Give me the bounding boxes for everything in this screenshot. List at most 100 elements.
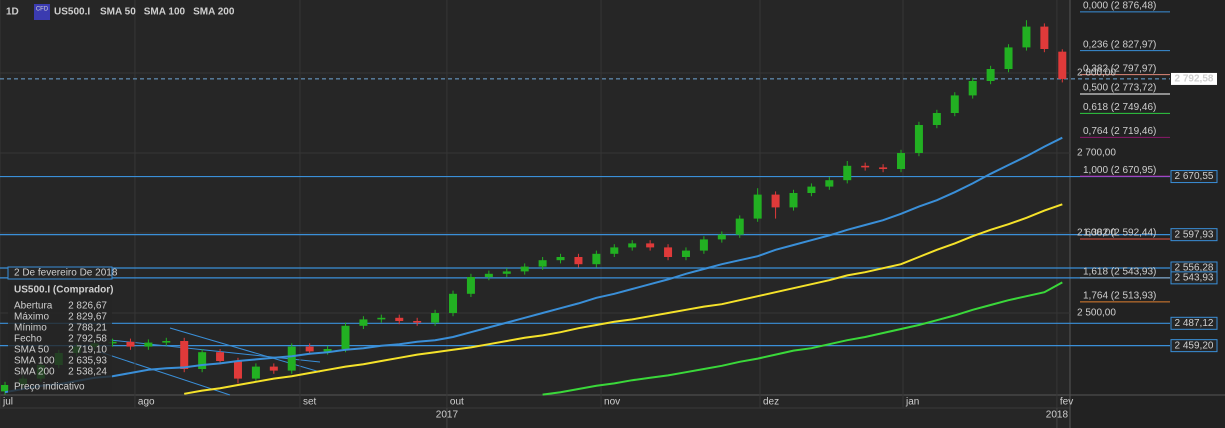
candle-body — [753, 194, 762, 219]
candle-body — [108, 341, 117, 344]
price-tag — [1170, 228, 1218, 242]
candle-body — [1, 385, 10, 392]
candle-body — [538, 260, 547, 267]
fib-label: 0,764 (2 719,46) — [1083, 126, 1156, 137]
info-title: US500.I (Comprador) — [14, 285, 113, 296]
candle-body — [251, 366, 260, 379]
info-row-label: SMA 50 — [14, 345, 49, 356]
candle-body — [914, 125, 923, 153]
candle-body — [986, 69, 995, 81]
info-row-label: Mínimo — [14, 323, 47, 334]
info-row-value: 2 792,58 — [68, 334, 107, 345]
badge-icon — [34, 4, 50, 20]
candle-body — [395, 317, 404, 321]
price-tag-label: 2 459,20 — [1175, 340, 1214, 351]
candle-body — [628, 243, 637, 248]
moving-averages — [4, 136, 1063, 396]
candle-body — [879, 167, 888, 169]
fib-label: 1,382 (2 592,44) — [1083, 228, 1156, 239]
candle-body — [162, 341, 171, 343]
candle-body — [269, 366, 278, 371]
candle-body — [1058, 51, 1067, 79]
candle-body — [646, 243, 655, 248]
candle-body — [1022, 26, 1031, 48]
candle-body — [216, 352, 225, 361]
candle-body — [144, 342, 153, 347]
candle-body — [681, 250, 690, 257]
year-label: 2018 — [1046, 410, 1069, 421]
info-date: 2 De fevereiro De 2018 — [14, 268, 118, 279]
year-label: 2017 — [436, 410, 459, 421]
date-box — [7, 266, 113, 280]
y-tick-label: 2 500,00 — [1077, 308, 1116, 319]
right-axis-area — [1070, 0, 1225, 428]
price-tag-label: 2 543,93 — [1175, 272, 1214, 283]
fib-label: 1,618 (2 543,93) — [1083, 266, 1156, 277]
current-price-tag — [1171, 72, 1217, 85]
candle-body — [341, 325, 350, 349]
y-tick-label: 2 700,00 — [1077, 148, 1116, 159]
price-lines: 0,000 (2 876,48) 0,236 (2 827,97) 0,382 (2… — [0, 0, 1170, 347]
y-tick-label: 2 800,00 — [1077, 68, 1116, 79]
x-tick-label: out — [450, 397, 464, 408]
legend-entry: SMA 200 — [193, 7, 235, 18]
info-panel: 2 De fevereiro De 2018 US500.I (Comprador… — [7, 266, 118, 394]
price-tag-label: 2 670,55 — [1175, 171, 1214, 182]
candle-body — [897, 153, 906, 169]
info-row-label: Abertura — [14, 301, 53, 312]
info-row-value: 2 635,93 — [68, 356, 107, 367]
sma-line — [184, 203, 1063, 395]
info-row-value: 2 829,67 — [68, 312, 107, 323]
candle-body — [198, 352, 207, 369]
candle-body — [932, 113, 941, 125]
instrument: US500.I — [54, 7, 90, 18]
candle-body — [950, 95, 959, 113]
info-row-value: 2 788,21 — [68, 323, 107, 334]
axes: 2 500,00 2 600,00 2 700,00 2 800,00 jul ago se… — [2, 68, 1218, 428]
price-tag — [1170, 316, 1218, 330]
candle-body — [664, 247, 673, 257]
candle-body — [359, 319, 368, 326]
current-price-label: 2 792,58 — [1175, 74, 1214, 85]
price-tag — [1170, 170, 1218, 184]
candle-body — [431, 313, 440, 323]
candle-body — [861, 165, 870, 168]
fib-label: 1,764 (2 513,93) — [1083, 290, 1156, 301]
candle-body — [968, 81, 977, 96]
fib-label: 0,236 (2 827,97) — [1083, 39, 1156, 50]
candle-body — [520, 266, 529, 272]
candle-body — [305, 346, 314, 352]
price-tag-label: 2 597,93 — [1175, 229, 1214, 240]
x-tick-label: dez — [763, 397, 779, 408]
candle-body — [233, 361, 242, 379]
fib-label: 0,382 (2 797,97) — [1083, 63, 1156, 74]
info-row-label: SMA 100 — [14, 356, 55, 367]
price-tag-label: 2 487,12 — [1175, 318, 1214, 329]
candle-body — [717, 234, 726, 240]
x-tick-label: nov — [604, 397, 620, 408]
sma-line — [4, 136, 1063, 394]
candle-body — [1040, 26, 1049, 49]
badge: CFD — [36, 7, 49, 13]
candle-body — [449, 293, 458, 313]
info-panel-box — [8, 282, 112, 394]
candle-body — [323, 349, 332, 352]
candle-body — [484, 273, 493, 277]
y-tick-label: 2 600,00 — [1077, 228, 1116, 239]
fib-label: 0,000 (2 876,48) — [1083, 0, 1156, 11]
grid — [0, 0, 1070, 408]
candle-body — [592, 253, 601, 265]
x-tick-label: jan — [905, 397, 919, 408]
candle-body — [126, 341, 135, 347]
x-tick-label: ago — [138, 397, 155, 408]
trend-line — [99, 351, 231, 396]
price-tag-label: 2 556,28 — [1175, 263, 1214, 274]
candle-body — [771, 194, 780, 208]
candle-body — [735, 218, 744, 235]
fib-label: 0,618 (2 749,46) — [1083, 102, 1156, 113]
info-row-value: 2 826,67 — [68, 301, 107, 312]
info-row-value: 2 719,10 — [68, 345, 107, 356]
candle-body — [1004, 47, 1013, 69]
x-tick-label: fev — [1060, 397, 1073, 408]
